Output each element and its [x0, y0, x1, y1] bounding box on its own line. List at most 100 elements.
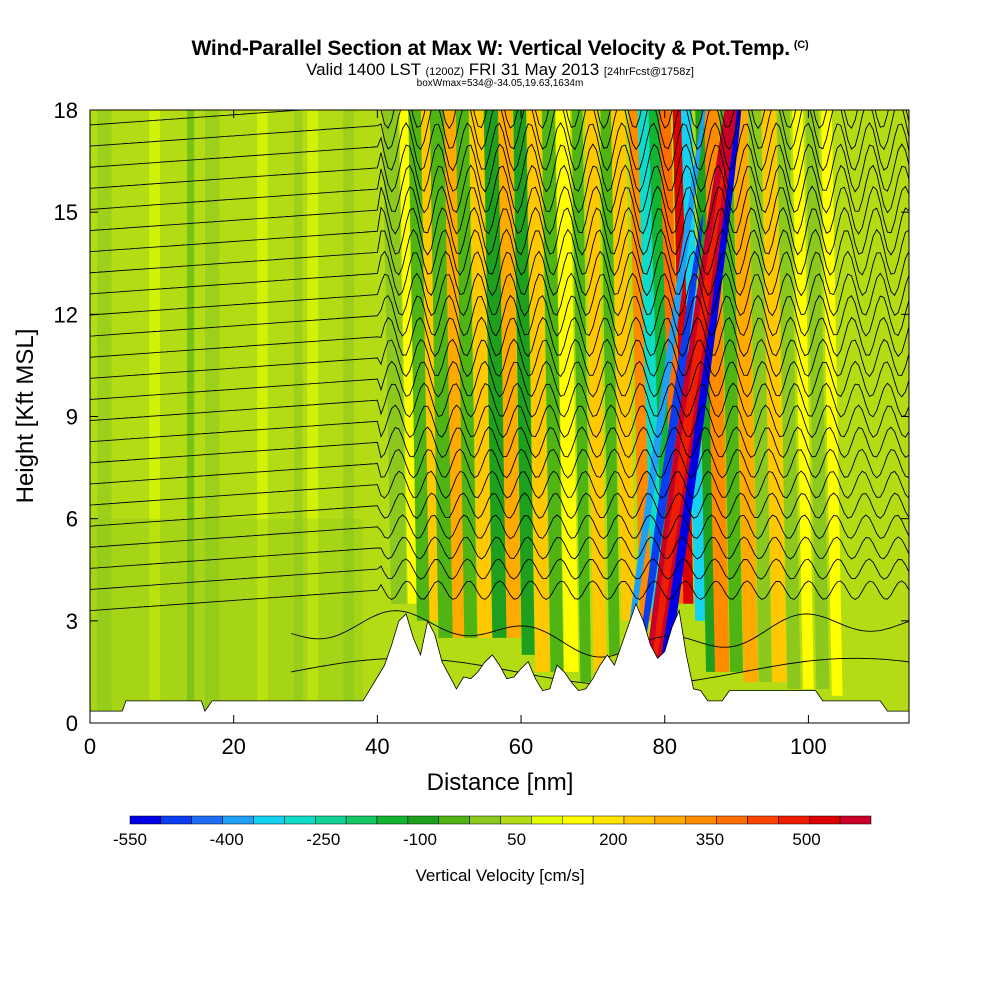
y-tick-label: 3 [66, 609, 78, 634]
low-level-band [90, 518, 363, 723]
y-axis-label: Height [Kft MSL] [12, 329, 39, 504]
isentrope-line [90, 122, 909, 172]
colorbar: -550 -400 -250 -100 50 200 350 500 Vertical Velo… [113, 815, 872, 885]
forecast-info: [24hrFcst@1758z] [603, 66, 694, 78]
vertical-velocity-band [526, 110, 550, 672]
colorbar-swatch [438, 815, 470, 825]
isentrope-line [90, 382, 909, 422]
x-tick-label: 100 [790, 734, 827, 759]
isentrope-line [90, 185, 909, 235]
plot-area [90, 110, 909, 723]
isentrope-line [90, 492, 909, 527]
colorbar-tick-label: -550 [113, 830, 147, 849]
colorbar-tick-label: 500 [792, 830, 820, 849]
colorbar-swatch [654, 815, 686, 825]
colorbar-tick-label: -400 [210, 830, 244, 849]
y-tick-label: 18 [54, 98, 78, 123]
vertical-velocity-band [455, 110, 478, 638]
isentrope-line [90, 404, 909, 443]
x-tick-label: 40 [365, 734, 389, 759]
chart-subtitle: Valid 1400 LST (1200Z) FRI 31 May 2013 [… [0, 60, 1000, 80]
isentrope-line [90, 294, 909, 337]
colorbar-swatch [376, 815, 409, 825]
isentrope-line [90, 206, 909, 256]
colorbar-swatch [685, 815, 717, 825]
colorbar-swatch [345, 815, 378, 825]
colorbar-swatch [129, 815, 162, 825]
x-tick-label: 20 [221, 734, 245, 759]
isentrope-line [90, 110, 909, 151]
colorbar-tick-label: 200 [599, 830, 627, 849]
colorbar-swatch [592, 815, 625, 825]
y-tick-label: 6 [66, 507, 78, 532]
isentrope-line [90, 360, 909, 400]
colorbar-swatch [469, 815, 501, 825]
isentrope-line [90, 164, 909, 214]
y-tick-label: 15 [54, 200, 78, 225]
colorbar-swatch [315, 815, 347, 825]
isentrope-line [90, 316, 909, 358]
isentrope-line [90, 536, 909, 569]
colorbar-swatch [839, 815, 872, 825]
vertical-velocity-band [382, 110, 407, 604]
colorbar-swatch [222, 815, 254, 825]
title-text: Wind-Parallel Section at Max W: Vertical… [191, 37, 791, 60]
x-tick-label: 60 [509, 734, 533, 759]
colorbar-swatch [407, 815, 439, 825]
background-streak [294, 110, 303, 723]
isentrope-line [90, 426, 909, 464]
colorbar-tick-label: -100 [403, 830, 437, 849]
valid-time-z: (1200Z) [425, 66, 465, 78]
isentrope-line [90, 514, 909, 548]
vertical-velocity-band [420, 110, 441, 621]
background-streak [257, 110, 268, 723]
colorbar-swatch [284, 815, 316, 825]
colorbar-tick-label: 350 [696, 830, 724, 849]
colorbar-swatch [531, 815, 563, 825]
vertical-velocity-band [610, 110, 636, 621]
colorbar-swatch [809, 815, 841, 825]
background-streak [307, 110, 319, 723]
y-tick-label: 12 [54, 302, 78, 327]
vertical-velocity-band [776, 110, 801, 689]
valid-time: Valid 1400 LST [306, 60, 421, 79]
isentrope-line [90, 580, 909, 612]
isentrope-line [90, 228, 909, 277]
isentrope-line [90, 448, 909, 485]
vertical-velocity-band [483, 110, 507, 638]
colorbar-swatch [747, 815, 779, 825]
axes: 0 20 40 60 80 100 0 3 6 9 12 15 18 Distance [nm] Heigh… [12, 98, 910, 796]
colorbar-swatch [778, 815, 810, 825]
isentrope-line [90, 110, 909, 130]
vertical-velocity-band [429, 110, 453, 638]
colorbar-label: Vertical Velocity [cm/s] [415, 866, 584, 885]
isentrope-line [90, 272, 909, 317]
colorbar-swatch [716, 815, 748, 825]
vertical-velocity-band [469, 110, 493, 638]
isentrope-line [90, 143, 909, 193]
vertical-velocity-band [761, 110, 787, 683]
colorbar-swatch [191, 815, 223, 825]
chart-title: Wind-Parallel Section at Max W: Vertical… [0, 37, 1000, 61]
colorbar-swatch [253, 815, 285, 825]
vertical-velocity-band [820, 110, 843, 696]
isentrope-line [90, 558, 909, 590]
velocity-core [636, 214, 704, 687]
colorbar-swatch [160, 815, 192, 825]
colorbar-swatch [500, 815, 532, 825]
background-streak [97, 110, 112, 723]
velocity-core [648, 163, 725, 704]
y-tick-label: 0 [66, 711, 78, 736]
background-streak [204, 110, 220, 723]
isentrope-line [90, 250, 909, 297]
isentrope-line [90, 470, 909, 506]
vertical-velocity-band [732, 110, 759, 683]
vertical-velocity-band [805, 110, 830, 689]
box-wmax-info: boxWmax=534@-34.05,19.63,1634m [416, 78, 584, 89]
terrain [90, 602, 909, 723]
background-streak [343, 110, 355, 723]
x-tick-label: 80 [652, 734, 676, 759]
x-tick-label: 0 [84, 734, 96, 759]
vertical-velocity-band [637, 110, 664, 621]
